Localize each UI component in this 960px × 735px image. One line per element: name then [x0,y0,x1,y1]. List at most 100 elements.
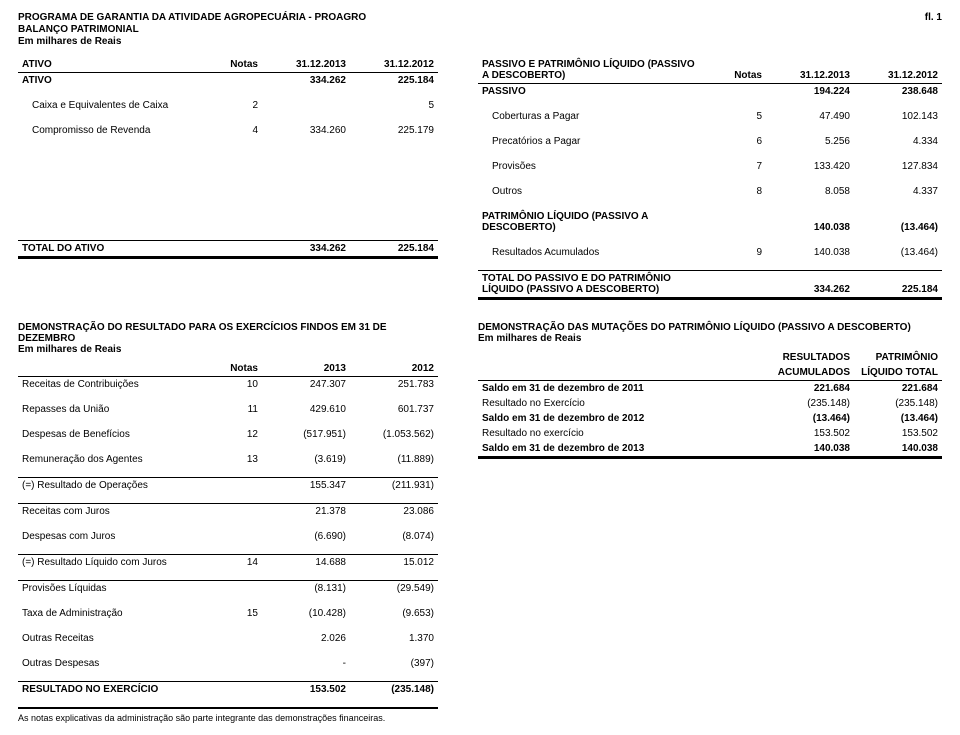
row-label: Despesas com Juros [18,529,198,544]
table-row: Saldo em 31 de dezembro de 2013140.03814… [478,441,942,456]
col-notas: Notas [198,57,262,72]
row-note [702,209,766,235]
dmpl-c1a: RESULTADOS [766,350,854,365]
dmpl-blank [478,350,766,365]
row-v2: (235.148) [854,396,942,411]
row-note: 9 [702,245,766,260]
row-v2: (1.053.562) [350,427,438,442]
row-v2: 225.184 [350,73,438,88]
dre-col-d1: 2013 [262,361,350,376]
row-v1: (3.619) [262,452,350,467]
row-label: Provisões [478,159,702,174]
row-note: 15 [198,606,262,621]
row-v1: (517.951) [262,427,350,442]
row-label: ATIVO [18,73,198,88]
row-v1: 429.610 [262,402,350,417]
table-row: Receitas com Juros21.37823.086 [18,504,438,519]
row-v2: (8.074) [350,529,438,544]
row-v1: 140.038 [766,245,854,260]
row-note: 13 [198,452,262,467]
total-v1: 334.262 [262,241,350,256]
table-row: RESULTADO NO EXERCÍCIO 153.502(235.148) [18,682,438,697]
row-v2: 221.684 [854,381,942,396]
row-v1: 221.684 [766,381,854,396]
row-label: Precatórios a Pagar [478,134,702,149]
row-v2: (9.653) [350,606,438,621]
dre-title: DEMONSTRAÇÃO DO RESULTADO PARA OS EXERCÍ… [18,322,438,344]
row-v2: 238.648 [854,84,942,99]
row-note [702,84,766,99]
row-v2: 601.737 [350,402,438,417]
row-v1: 2.026 [262,631,350,646]
row-v1: 140.038 [766,441,854,456]
row-note: 14 [198,555,262,570]
row-note [198,682,262,697]
row-v1: 247.307 [262,377,350,392]
table-row: Compromisso de Revenda4334.260225.179 [18,123,438,138]
dmpl-c2a: PATRIMÔNIO [854,350,942,365]
row-note: 10 [198,377,262,392]
table-row: Outras Despesas-(397) [18,656,438,671]
dre-col-notas: Notas [198,361,262,376]
row-v2: 4.337 [854,184,942,199]
row-v2: (235.148) [350,682,438,697]
row-label: Outros [478,184,702,199]
dre-blank [18,361,198,376]
row-note: 12 [198,427,262,442]
row-v2: 251.783 [350,377,438,392]
row-note: 2 [198,98,262,113]
row-label: Receitas com Juros [18,504,198,519]
row-v2: (13.464) [854,245,942,260]
lower-statements: DEMONSTRAÇÃO DO RESULTADO PARA OS EXERCÍ… [18,322,942,723]
row-label: Taxa de Administração [18,606,198,621]
total-v2: 225.184 [350,241,438,256]
row-v1: 153.502 [262,682,350,697]
row-v2: 127.834 [854,159,942,174]
row-v2: 140.038 [854,441,942,456]
col-item: PASSIVO E PATRIMÔNIO LÍQUIDO (PASSIVO A … [478,57,702,83]
row-label: Resultado no exercício [478,426,766,441]
page-number: fl. 1 [925,12,942,47]
row-v2: (13.464) [854,411,942,426]
row-v2: 225.179 [350,123,438,138]
row-label: (=) Resultado Líquido com Juros [18,555,198,570]
row-note [198,529,262,544]
table-row: ATIVO334.262225.184 [18,73,438,88]
row-v2: (211.931) [350,478,438,493]
dmpl-unit: Em milhares de Reais [478,333,942,344]
table-row: Despesas de Benefícios12(517.951)(1.053.… [18,427,438,442]
total-v2: 225.184 [854,271,942,297]
table-row: Provisões Líquidas(8.131)(29.549) [18,581,438,596]
row-v1: 153.502 [766,426,854,441]
total-v1: 334.262 [766,271,854,297]
row-v1: 155.347 [262,478,350,493]
row-label: Outras Despesas [18,656,198,671]
row-v1: (235.148) [766,396,854,411]
row-note [198,656,262,671]
table-row: Repasses da União11429.610601.737 [18,402,438,417]
row-v2: (11.889) [350,452,438,467]
total-row: TOTAL DO ATIVO 334.262225.184 [18,241,438,256]
balance-assets: ATIVO Notas 31.12.2013 31.12.2012 ATIVO3… [18,57,438,300]
row-note [198,631,262,646]
row-label: Saldo em 31 de dezembro de 2011 [478,381,766,396]
row-label: Compromisso de Revenda [18,123,198,138]
dmpl-blank2 [478,365,766,380]
row-label: Caixa e Equivalentes de Caixa [18,98,198,113]
row-v2: (13.464) [854,209,942,235]
row-v1: (6.690) [262,529,350,544]
row-label: Repasses da União [18,402,198,417]
row-label: Resultado no Exercício [478,396,766,411]
table-row: Despesas com Juros (6.690)(8.074) [18,529,438,544]
row-label: RESULTADO NO EXERCÍCIO [18,682,198,697]
row-note [198,504,262,519]
row-v2: 5 [350,98,438,113]
col-item: ATIVO [18,57,198,72]
col-d2: 31.12.2012 [854,57,942,83]
row-label: Despesas de Benefícios [18,427,198,442]
table-row: Remuneração dos Agentes13(3.619)(11.889) [18,452,438,467]
row-note: 4 [198,123,262,138]
total-label: TOTAL DO ATIVO [18,241,198,256]
table-row: Saldo em 31 de dezembro de 2012(13.464)(… [478,411,942,426]
table-row: Receitas de Contribuições10247.307251.78… [18,377,438,392]
